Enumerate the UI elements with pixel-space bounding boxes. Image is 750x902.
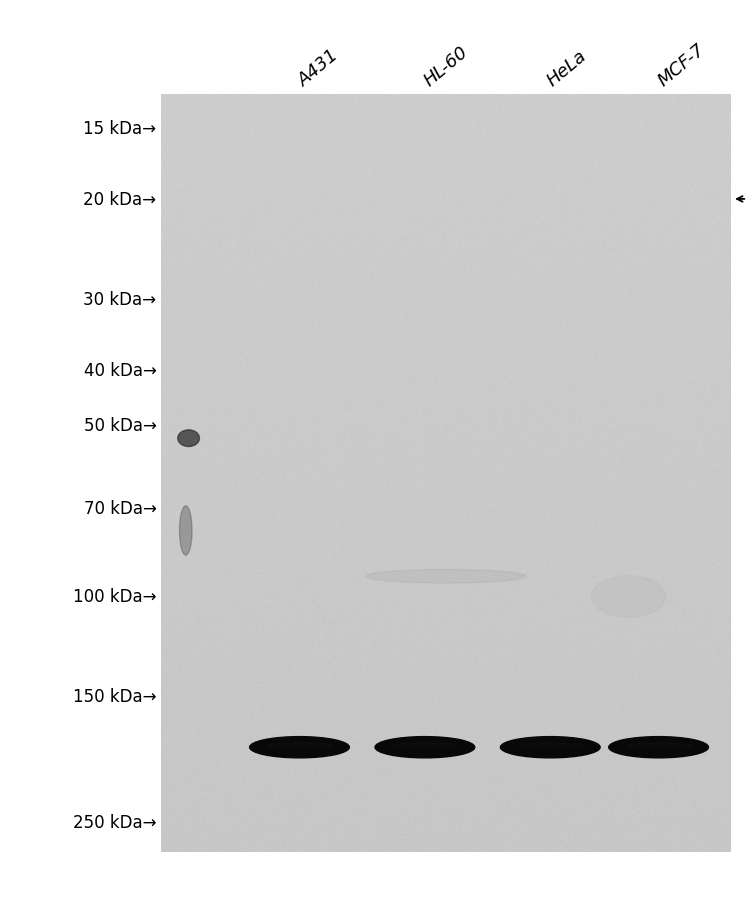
Text: A431: A431 [296,46,343,90]
Text: 40 kDa→: 40 kDa→ [83,362,157,380]
Text: 50 kDa→: 50 kDa→ [83,417,157,435]
Ellipse shape [179,506,192,556]
Ellipse shape [367,570,526,584]
Text: 150 kDa→: 150 kDa→ [73,687,157,705]
Ellipse shape [267,743,332,749]
Text: HeLa: HeLa [543,47,590,90]
Ellipse shape [609,737,709,758]
Text: 30 kDa→: 30 kDa→ [83,290,157,308]
Ellipse shape [375,737,475,758]
Text: HL-60: HL-60 [421,43,472,90]
Text: 20 kDa→: 20 kDa→ [83,190,157,208]
Text: 70 kDa→: 70 kDa→ [83,500,157,518]
Ellipse shape [178,430,200,447]
Ellipse shape [518,743,583,749]
Ellipse shape [626,743,691,749]
Text: 15 kDa→: 15 kDa→ [83,120,157,138]
Ellipse shape [392,743,458,749]
Text: www.Ptglab.com: www.Ptglab.com [322,375,342,572]
Ellipse shape [500,737,600,758]
Text: 250 kDa→: 250 kDa→ [73,813,157,831]
Text: 100 kDa→: 100 kDa→ [73,587,157,605]
Ellipse shape [592,576,666,618]
Text: MCF-7: MCF-7 [654,41,709,90]
Ellipse shape [250,737,350,758]
